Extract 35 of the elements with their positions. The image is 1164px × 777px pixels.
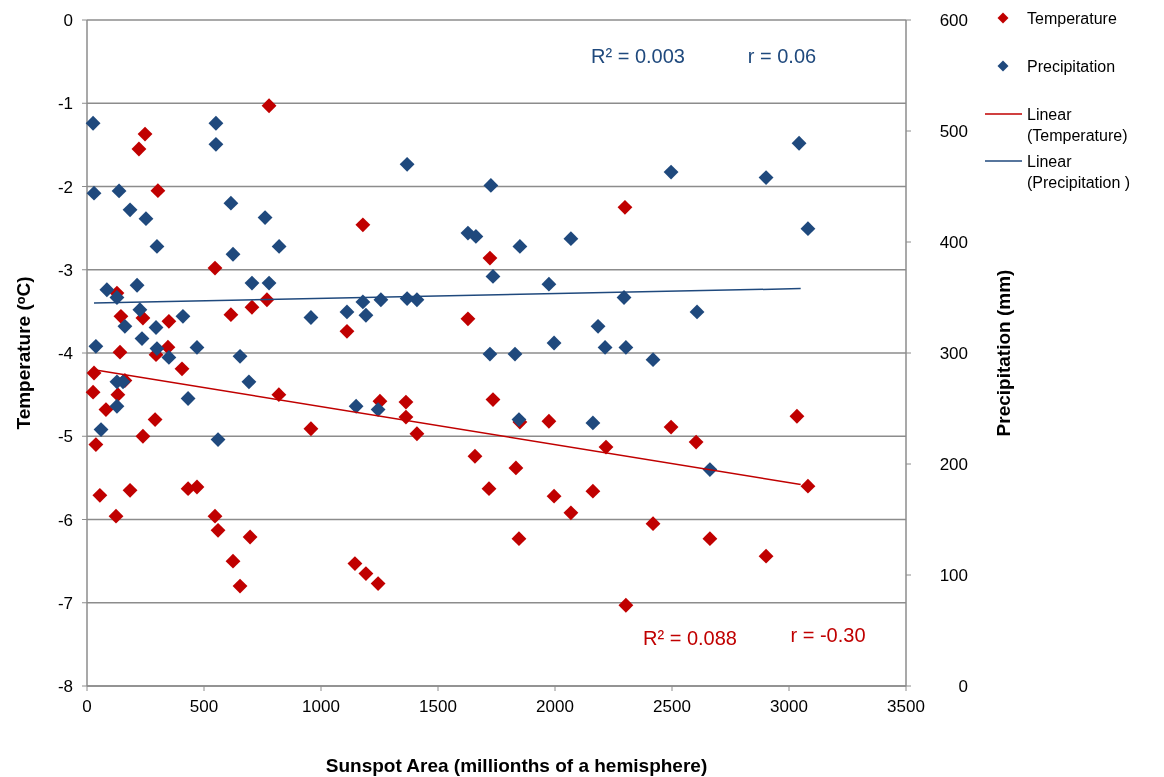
x-tick-label: 500 — [189, 697, 219, 716]
y2-tick-label: 100 — [939, 566, 968, 585]
y-tick-label: -6 — [57, 510, 73, 530]
y-tick-label: -1 — [57, 94, 73, 114]
y2-tick-label: 600 — [939, 11, 968, 30]
y-tick-label: -8 — [57, 677, 73, 696]
legend-label: Temperature — [1027, 10, 1117, 27]
y2-tick-label: 300 — [939, 344, 968, 363]
annotation: r = -0.30 — [790, 624, 866, 646]
y2-tick-label: 500 — [939, 122, 968, 141]
x-tick-label: 1500 — [419, 697, 457, 716]
y-tick-label: -4 — [57, 344, 73, 363]
x-tick-label: 0 — [82, 697, 92, 716]
y-tick-label: -2 — [57, 177, 73, 197]
x-axis-title: Sunspot Area (millionths of a hemisphere) — [325, 755, 708, 776]
y-tick-label: -3 — [57, 260, 73, 280]
x-tick-label: 1000 — [302, 697, 340, 716]
annotation: R² = 0.088 — [643, 627, 737, 649]
x-tick-label: 2000 — [536, 697, 574, 716]
y2-tick-label: 200 — [939, 455, 968, 474]
y-axis-title: Temperature (ᵒC) — [13, 276, 34, 430]
y-tick-label: -7 — [57, 593, 73, 613]
legend-label: Precipitation — [1027, 58, 1116, 75]
annotation: r = 0.06 — [747, 45, 817, 67]
x-tick-label: 3500 — [887, 697, 925, 716]
y-tick-label: 0 — [63, 11, 73, 30]
legend-label: Linear (Temperature) — [1027, 106, 1128, 144]
legend-label: Linear (Precipitation ) — [1027, 153, 1131, 191]
y2-axis-title: Precipitation (mm) — [993, 269, 1014, 437]
x-tick-label: 3000 — [770, 697, 808, 716]
annotation: R² = 0.003 — [591, 45, 685, 67]
x-tick-label: 2500 — [653, 697, 691, 716]
y2-tick-label: 400 — [939, 233, 968, 252]
y2-tick-label: 0 — [958, 677, 968, 696]
y-tick-label: -5 — [57, 427, 73, 447]
